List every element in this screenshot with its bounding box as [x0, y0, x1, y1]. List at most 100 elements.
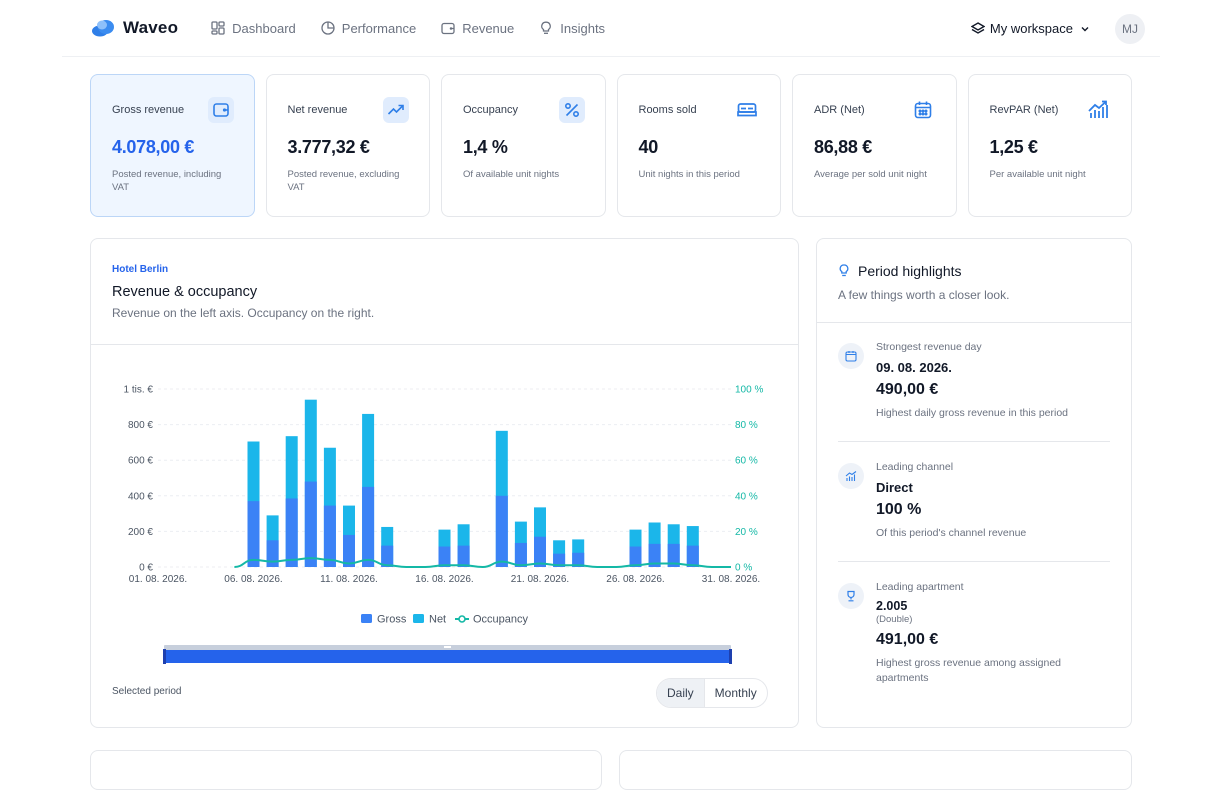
- highlight-label: Strongest revenue day: [876, 341, 982, 353]
- y-left-tick-label: 800 €: [128, 420, 153, 431]
- workspace-switcher[interactable]: My workspace: [970, 21, 1095, 36]
- bottom-card-left: [90, 750, 602, 790]
- y-left-tick-label: 200 €: [128, 527, 153, 538]
- kpi-card-occupancy[interactable]: Occupancy 1,4 % Of available unit nights: [441, 74, 606, 217]
- bar-gross: [323, 505, 336, 567]
- kpi-value: 1,25 €: [989, 137, 1039, 157]
- kpi-value: 1,4 %: [463, 137, 508, 157]
- bar-gross: [648, 543, 661, 567]
- granularity-toggle: Daily Monthly: [656, 678, 768, 708]
- bar-gross: [572, 552, 585, 567]
- divider: [838, 561, 1110, 562]
- bar-gross: [629, 546, 642, 567]
- x-tick-label: 06. 08. 2026.: [224, 574, 282, 585]
- revenue-occupancy-chart[interactable]: 0 € 0 % 200 € 20 % 400 € 40 % 600 € 60 % 800 € 80…: [91, 346, 798, 676]
- kpi-card-revpar[interactable]: RevPAR (Net) 1,25 € Per available unit n…: [967, 74, 1132, 217]
- bar-gross: [247, 501, 260, 567]
- wallet-icon: [207, 97, 234, 123]
- bar-gross: [553, 553, 566, 567]
- kpi-label: Occupancy: [463, 104, 519, 116]
- legend-gross-swatch: [361, 614, 372, 623]
- hotel-name[interactable]: Hotel Berlin: [112, 264, 169, 275]
- range-slider-selection[interactable]: [164, 650, 731, 663]
- nav-revenue[interactable]: Revenue: [441, 21, 514, 36]
- highlight-strongest-day: Strongest revenue day 09. 08. 2026. 490,…: [838, 341, 1111, 421]
- kpi-value: 86,88 €: [814, 137, 872, 157]
- legend-occupancy-label: Occupancy: [473, 614, 529, 626]
- bar-gross: [304, 481, 317, 567]
- nav-insights[interactable]: Insights: [539, 21, 605, 36]
- trending-up-icon: [383, 97, 409, 123]
- occupancy-line: [234, 557, 731, 569]
- chart-subtitle: Revenue on the left axis. Occupancy on t…: [112, 306, 375, 320]
- kpi-label: Net revenue: [287, 104, 348, 116]
- brand-logo[interactable]: Waveo: [91, 18, 178, 38]
- daily-toggle-button[interactable]: Daily: [657, 679, 705, 707]
- y-left-tick-label: 0 €: [139, 563, 153, 574]
- selected-period-label: Selected period: [112, 686, 182, 697]
- highlight-main: 09. 08. 2026.: [876, 360, 952, 375]
- kpi-card-gross-revenue[interactable]: Gross revenue 4.078,00 € Posted revenue,…: [90, 74, 255, 217]
- bar-gross: [381, 545, 394, 567]
- highlight-description: Highest gross revenue among assigned apa…: [876, 657, 1062, 684]
- dashboard-icon: [211, 21, 225, 35]
- x-tick-label: 01. 08. 2026.: [129, 574, 187, 585]
- bar-gross: [266, 540, 279, 567]
- kpi-card-net-revenue[interactable]: Net revenue 3.777,32 € Posted revenue, e…: [265, 74, 430, 217]
- period-highlights-card: Period highlights A few things worth a c…: [816, 238, 1132, 728]
- kpi-row: Gross revenue 4.078,00 € Posted revenue,…: [90, 74, 1132, 217]
- highlights-header: Period highlights A few things worth a c…: [817, 239, 1131, 323]
- chevron-down-icon: [1081, 26, 1089, 31]
- highlight-main: Direct: [876, 480, 913, 495]
- x-tick-label: 31. 08. 2026.: [702, 574, 760, 585]
- kpi-card-rooms-sold[interactable]: Rooms sold 40 Unit nights in this period: [616, 74, 781, 217]
- chart-card-header: Hotel Berlin Revenue & occupancy Revenue…: [91, 239, 798, 345]
- layers-icon: [970, 21, 985, 34]
- user-avatar[interactable]: MJ: [1115, 13, 1145, 44]
- range-slider-right-handle[interactable]: [729, 649, 732, 664]
- kpi-description: Per available unit night: [989, 169, 1086, 180]
- bar-gross: [362, 486, 375, 567]
- revenue-occupancy-card: Hotel Berlin Revenue & occupancy Revenue…: [90, 238, 799, 728]
- y-right-tick-label: 80 %: [735, 420, 758, 431]
- highlight-label: Leading channel: [876, 461, 954, 473]
- bar-chart-icon: [838, 463, 864, 489]
- workspace-label: My workspace: [989, 21, 1073, 36]
- bar-gross: [343, 534, 355, 567]
- kpi-description: Posted revenue, excluding VAT: [287, 169, 400, 193]
- y-left-tick-label: 1 tis. €: [124, 385, 154, 396]
- range-slider-left-handle[interactable]: [163, 649, 166, 664]
- kpi-description: Posted revenue, including VAT: [112, 169, 222, 193]
- lightbulb-icon: [839, 264, 849, 277]
- highlight-value: 100 %: [876, 501, 922, 518]
- nav-revenue-label: Revenue: [462, 20, 515, 36]
- nav-performance-label: Performance: [341, 20, 417, 36]
- y-right-tick-label: 100 %: [735, 385, 763, 396]
- y-right-tick-label: 40 %: [735, 491, 758, 502]
- x-tick-label: 16. 08. 2026.: [415, 574, 473, 585]
- brand-name: Waveo: [123, 18, 179, 37]
- y-right-tick-label: 0 %: [735, 563, 752, 574]
- nav-performance[interactable]: Performance: [321, 21, 416, 36]
- kpi-label: RevPAR (Net): [989, 104, 1059, 116]
- calendar-icon: [838, 343, 864, 369]
- legend-net-label: Net: [429, 614, 446, 626]
- main-nav: Dashboard Performance Revenue Insights: [211, 21, 630, 36]
- highlight-value: 490,00 €: [876, 381, 939, 398]
- kpi-label: Gross revenue: [112, 104, 185, 116]
- monthly-toggle-button[interactable]: Monthly: [714, 686, 757, 700]
- calendar-icon: [910, 97, 936, 123]
- trophy-icon: [838, 583, 864, 609]
- bar-gross: [457, 545, 470, 567]
- lightbulb-icon: [541, 21, 552, 34]
- kpi-label: ADR (Net): [814, 104, 865, 116]
- kpi-card-adr[interactable]: ADR (Net) 86,88 € Average per sold unit …: [792, 74, 957, 217]
- bar-gross: [438, 546, 451, 567]
- kpi-description: Average per sold unit night: [814, 169, 927, 180]
- x-tick-label: 26. 08. 2026.: [606, 574, 664, 585]
- nav-dashboard[interactable]: Dashboard: [211, 21, 296, 36]
- divider: [838, 441, 1110, 442]
- kpi-value: 40: [638, 137, 659, 157]
- kpi-value: 3.777,32 €: [287, 137, 370, 157]
- highlight-leading-channel: Leading channel Direct 100 % Of this per…: [838, 461, 1111, 541]
